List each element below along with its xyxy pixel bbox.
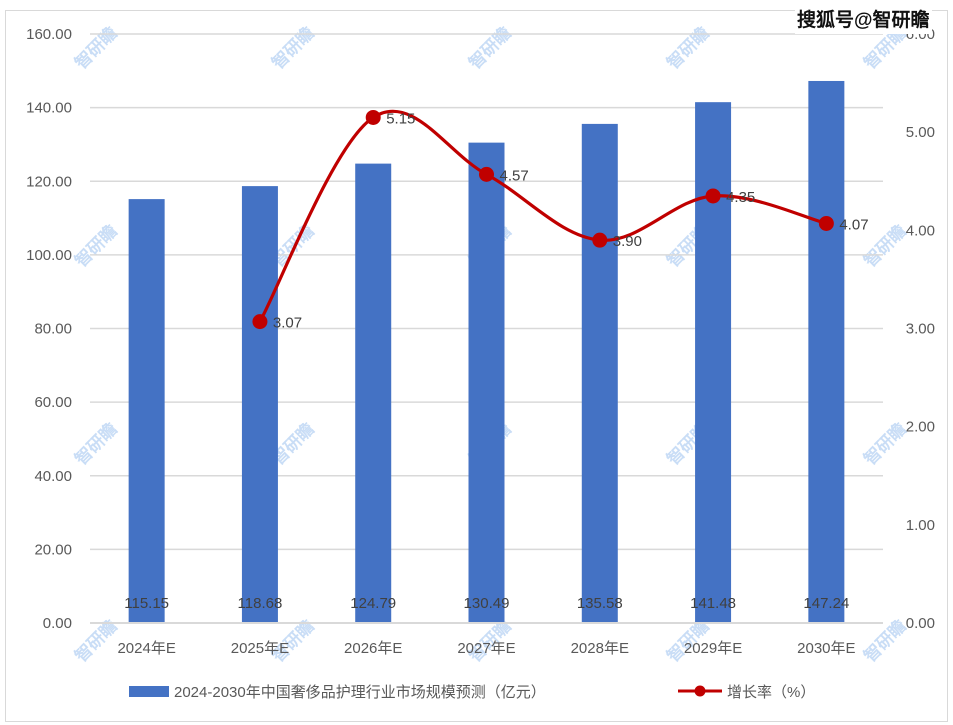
watermark-text: 智研瞻 [663, 23, 713, 73]
y-right-tick-label: 5.00 [906, 124, 935, 141]
x-category-label: 2026年E [344, 640, 402, 657]
bar [695, 102, 732, 622]
legend-bar-label: 2024-2030年中国奢侈品护理行业市场规模预测（亿元） [174, 684, 546, 701]
line-value-label: 4.57 [500, 167, 529, 184]
legend-bar-swatch [129, 686, 169, 697]
bar [355, 163, 392, 622]
x-category-label: 2030年E [797, 640, 855, 657]
bar-series: 115.15 118.68 124.79 130.49 135.58 141.48 147.… [124, 80, 849, 623]
legend-line-marker-icon [694, 685, 706, 697]
x-category-label: 2028年E [571, 640, 629, 657]
line-value-label: 5.15 [386, 110, 415, 127]
line-marker [705, 188, 721, 204]
x-category-label: 2025年E [231, 640, 289, 657]
legend: 2024-2030年中国奢侈品护理行业市场规模预测（亿元） 增长率（%） [129, 684, 815, 701]
bar [808, 80, 845, 622]
line-value-label: 4.07 [839, 216, 868, 233]
x-category-label: 2027年E [457, 640, 515, 657]
bar [468, 142, 505, 623]
watermark-text: 智研瞻 [465, 23, 515, 73]
line-value-label: 3.07 [273, 315, 302, 332]
watermark-text: 智研瞻 [268, 23, 318, 73]
y-left-tick-label: 120.00 [26, 173, 72, 190]
y-left-tick-label: 140.00 [26, 100, 72, 117]
y-left-tick-label: 160.00 [26, 26, 72, 43]
line-marker [818, 215, 834, 231]
watermark-text: 智研瞻 [71, 419, 121, 469]
y-right-tick-label: 2.00 [906, 419, 935, 436]
y-left-tick-label: 40.00 [34, 468, 72, 485]
growth-rate-line [258, 109, 827, 323]
bar-value-label: 135.58 [577, 595, 623, 612]
bar-value-label: 141.48 [690, 595, 736, 612]
bar-value-label: 115.15 [124, 595, 169, 612]
y-left-tick-label: 0.00 [43, 615, 72, 632]
line-marker [365, 109, 381, 125]
x-category-label: 2024年E [117, 640, 175, 657]
bar-value-label: 124.79 [350, 595, 396, 612]
y-right-tick-label: 1.00 [906, 517, 935, 534]
watermark-text: 智研瞻 [71, 221, 121, 271]
line-series: 3.07 5.15 4.57 3.90 4.35 4.07 [252, 109, 869, 332]
y-left-tick-label: 80.00 [34, 321, 72, 338]
bar-value-label: 118.68 [238, 595, 283, 612]
y-right-tick-label: 4.00 [906, 222, 935, 239]
bar [241, 186, 278, 622]
y-left-tick-label: 20.00 [34, 541, 72, 558]
x-axis: 2024年E 2025年E 2026年E 2027年E 2028年E 2029年E 2030… [117, 640, 855, 657]
line-marker [479, 166, 494, 182]
bar-value-label: 130.49 [464, 595, 510, 612]
source-credit: 搜狐号@智研瞻 [795, 8, 932, 34]
y-right-tick-label: 3.00 [906, 321, 935, 338]
line-value-label: 4.35 [726, 189, 755, 206]
y-right-tick-label: 0.00 [906, 615, 935, 632]
bar [128, 199, 165, 622]
bar-value-label: 147.24 [803, 595, 849, 612]
line-value-label: 3.90 [613, 233, 642, 250]
watermark-text: 智研瞻 [860, 419, 910, 469]
line-marker [592, 232, 608, 248]
line-marker [252, 314, 268, 330]
y-axis-left: 0.00 20.00 40.00 60.00 80.00 100.00 120.00 140.… [26, 26, 72, 632]
legend-line-label: 增长率（%） [727, 684, 815, 701]
watermark-text: 智研瞻 [71, 23, 121, 73]
y-left-tick-label: 100.00 [26, 247, 72, 264]
y-axis-right: 0.001.002.003.004.005.006.00 [906, 26, 935, 632]
y-left-tick-label: 60.00 [34, 394, 72, 411]
bar [581, 123, 618, 623]
x-category-label: 2029年E [684, 640, 742, 657]
